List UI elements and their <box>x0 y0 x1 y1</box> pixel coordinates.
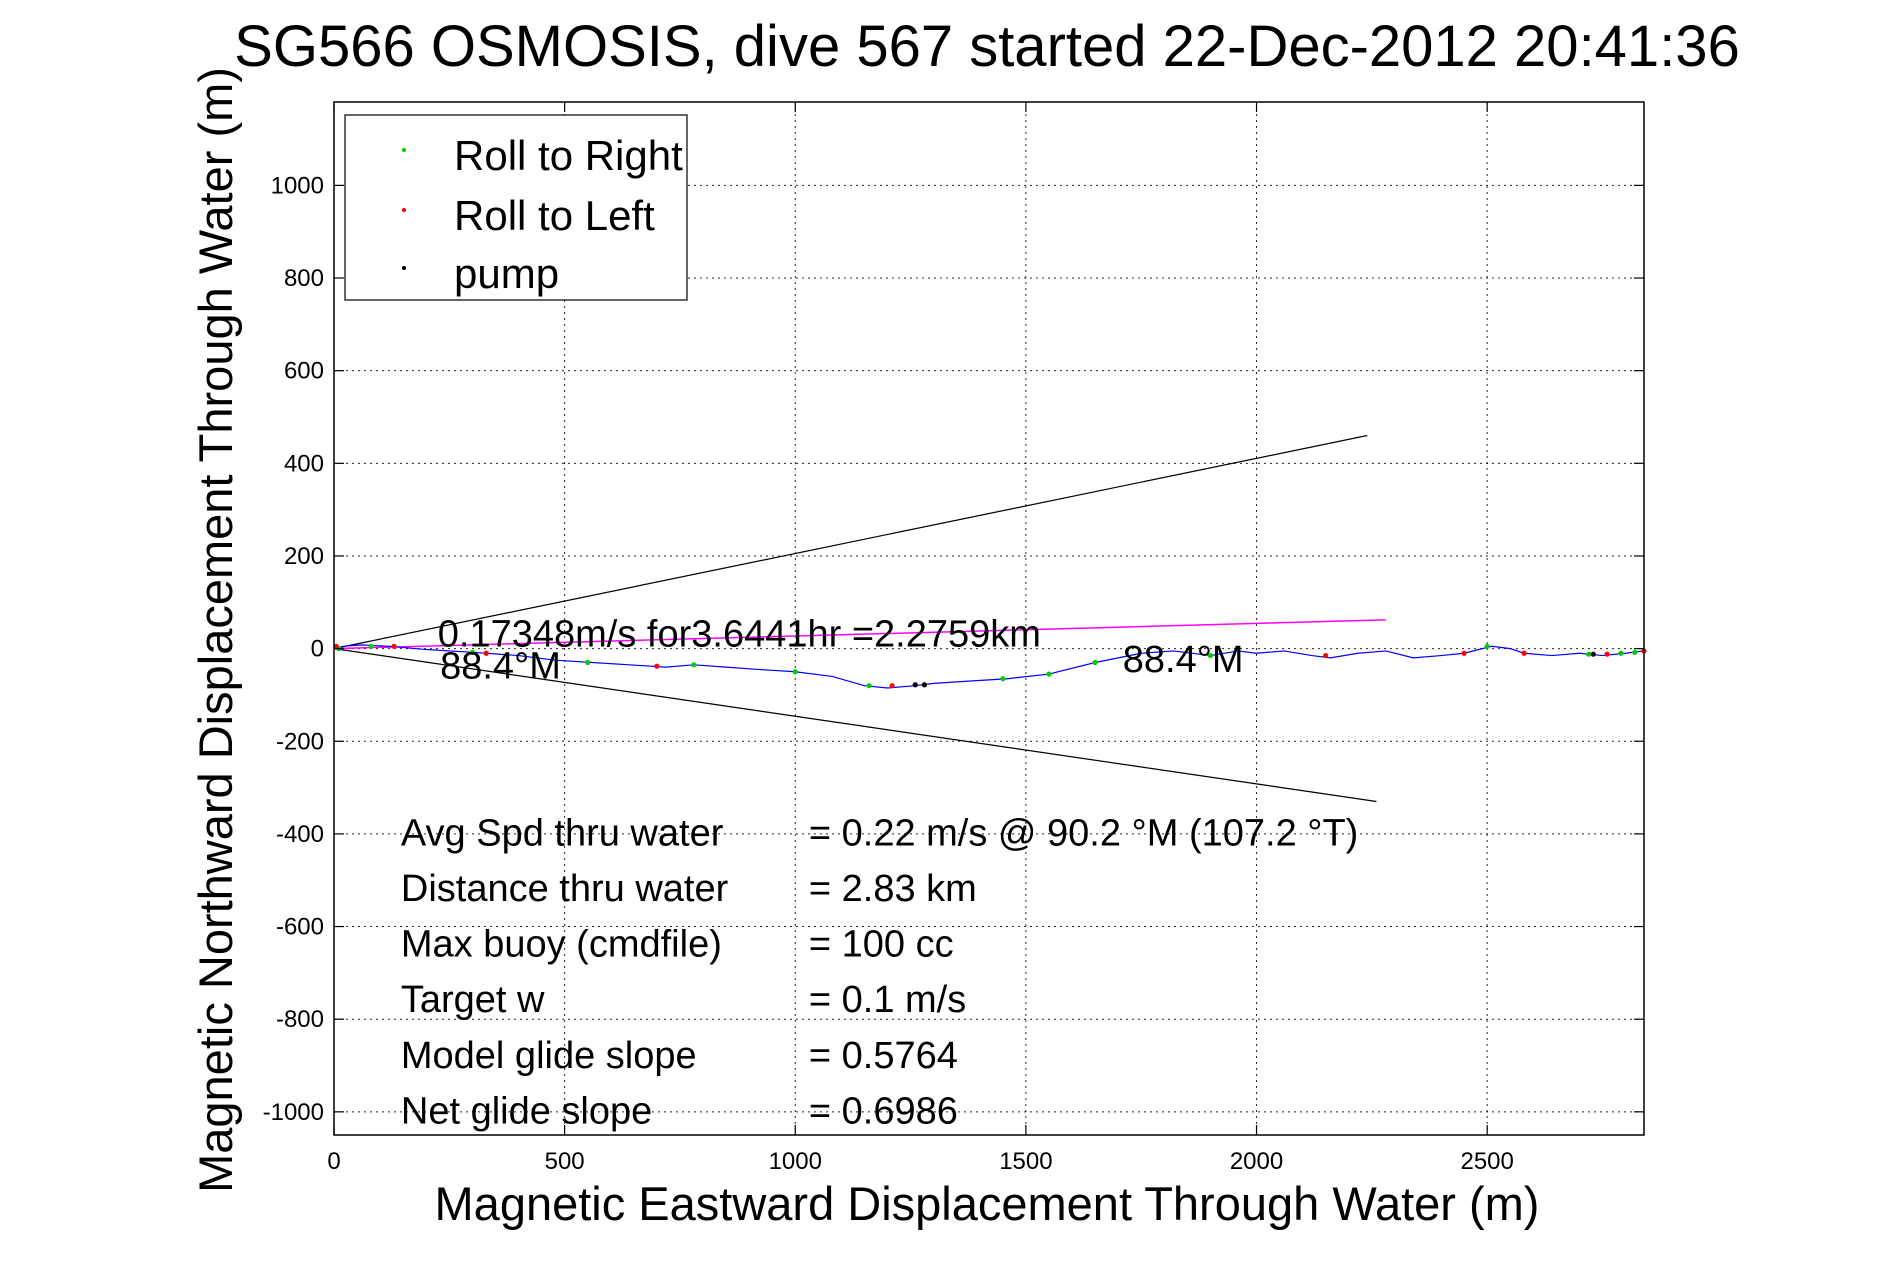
y-tick-label: -400 <box>276 821 324 848</box>
y-tick-label: 200 <box>284 543 324 570</box>
annotation-text: 0.17348m/s for3.6441hr =2.2759km <box>438 613 1041 655</box>
roll-right-point <box>1000 676 1006 682</box>
stat-label: Max buoy (cmdfile) <box>401 924 722 966</box>
x-axis-ticks: 0 500 1000 1500 2000 2500 <box>327 102 1514 1175</box>
stat-value: = 0.5764 <box>809 1035 958 1077</box>
annotation-text: 88.4°M <box>440 646 561 688</box>
stat-label: Model glide slope <box>401 1035 697 1077</box>
pump-point <box>921 682 928 688</box>
y-tick-label: 800 <box>284 265 324 292</box>
chart-title: SG566 OSMOSIS, dive 567 started 22-Dec-2… <box>234 14 1740 79</box>
x-tick-label: 1000 <box>769 1148 822 1175</box>
x-axis-label: Magnetic Eastward Displacement Through W… <box>435 1177 1540 1230</box>
annotation-text: 88.4°M <box>1123 639 1244 681</box>
y-tick-label: -600 <box>276 914 324 941</box>
axes-frame <box>333 101 1645 1136</box>
legend-marker-roll-left <box>402 208 406 212</box>
x-tick-label: 1500 <box>999 1148 1052 1175</box>
grid-lines <box>334 102 1644 1135</box>
roll-left-point <box>1461 650 1467 656</box>
y-tick-label: -800 <box>276 1006 324 1033</box>
roll-right-point <box>1046 671 1052 677</box>
x-tick-label: 0 <box>327 1148 340 1175</box>
x-tick-label: 500 <box>545 1148 585 1175</box>
y-tick-label: -200 <box>276 728 324 755</box>
y-axis-label: Magnetic Northward Displacement Through … <box>189 67 242 1193</box>
legend-label-pump: pump <box>454 250 559 297</box>
legend-marker-roll-right <box>402 148 406 152</box>
roll-left-point <box>483 650 489 656</box>
roll-left-point <box>391 643 397 649</box>
stat-value: = 100 cc <box>809 924 954 966</box>
y-tick-label: 600 <box>284 358 324 385</box>
roll-right-point <box>1092 659 1098 666</box>
pump-point <box>1590 651 1596 657</box>
stat-value: = 0.22 m/s @ 90.2 °M (107.2 °T) <box>809 812 1358 854</box>
legend-label-roll-left: Roll to Left <box>454 192 655 239</box>
roll-right-point <box>1586 651 1592 657</box>
roll-left-point <box>1604 651 1610 657</box>
roll-right-point <box>585 659 591 666</box>
roll-left-point <box>654 663 660 669</box>
legend-label-roll-right: Roll to Right <box>454 132 683 179</box>
roll-right-point <box>368 643 374 649</box>
track-line <box>333 644 1645 689</box>
y-tick-label: 0 <box>311 636 324 663</box>
roll-right-point <box>1632 649 1638 655</box>
roll-left-point <box>1521 650 1527 656</box>
stat-label: Distance thru water <box>401 868 729 910</box>
y-tick-label: 1000 <box>271 172 324 199</box>
stat-label: Avg Spd thru water <box>401 812 724 854</box>
legend-marker-pump <box>402 266 406 270</box>
roll-right-point <box>1207 652 1214 659</box>
envelope-lower-line <box>333 648 1377 803</box>
roll-left-point <box>889 683 895 689</box>
stat-value: = 2.83 km <box>809 868 977 910</box>
stats-block: Avg Spd thru water = 0.22 m/s @ 90.2 °M (… <box>401 812 1358 1132</box>
legend-box <box>344 114 688 301</box>
roll-right-point <box>469 649 475 655</box>
roll-right-point <box>792 669 798 675</box>
stat-label: Net glide slope <box>401 1090 652 1132</box>
roll-left-point <box>1323 652 1329 659</box>
y-tick-label: 400 <box>284 450 324 477</box>
roll-right-point <box>1484 643 1490 649</box>
stat-value: = 0.1 m/s <box>809 979 966 1021</box>
legend: Roll to Right Roll to Left pump <box>344 114 688 301</box>
roll-right-point <box>691 662 697 668</box>
stat-value: = 0.6986 <box>809 1090 958 1132</box>
x-tick-label: 2500 <box>1460 1148 1513 1175</box>
roll-right-point <box>866 683 872 689</box>
y-axis-ticks: -1000 -800 -600 -400 -200 0 200 400 600 800 1000 <box>263 172 1644 1126</box>
pump-point <box>912 682 918 688</box>
y-tick-label: -1000 <box>263 1099 324 1126</box>
stat-label: Target w <box>401 979 545 1021</box>
envelope-upper-line <box>333 434 1368 650</box>
heading-line <box>333 619 1386 650</box>
roll-left-point <box>333 643 339 649</box>
x-tick-label: 2000 <box>1230 1148 1283 1175</box>
roll-right-point <box>1618 650 1624 656</box>
